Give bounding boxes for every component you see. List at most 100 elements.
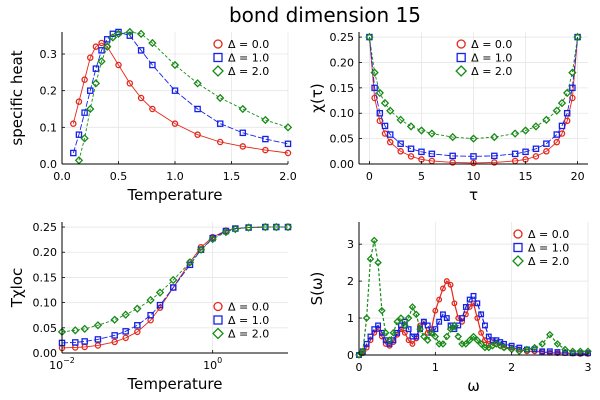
- legend-label: Δ = 0.0: [471, 38, 512, 51]
- y-axis-label: Tχloc: [8, 268, 26, 308]
- data-point: [417, 126, 426, 135]
- data-point: [553, 340, 562, 348]
- x-axis-label: τ: [469, 186, 478, 204]
- data-point: [284, 149, 292, 157]
- data-point: [136, 29, 146, 39]
- data-point: [492, 340, 501, 348]
- series-1: [70, 28, 292, 157]
- data-point: [439, 340, 447, 348]
- data-point: [554, 349, 561, 355]
- data-point: [447, 281, 454, 288]
- data-point: [386, 106, 395, 115]
- data-point: [539, 348, 546, 355]
- data-point: [542, 115, 551, 125]
- data-point: [137, 94, 145, 102]
- data-point: [380, 98, 390, 108]
- data-point: [103, 36, 111, 43]
- series-line: [358, 240, 588, 356]
- data-point: [531, 346, 538, 353]
- data-point: [80, 134, 89, 143]
- data-point: [155, 288, 165, 297]
- legend-label: Δ = 2.0: [528, 255, 569, 268]
- data-point: [121, 310, 130, 319]
- data-point: [91, 79, 101, 88]
- data-point: [546, 348, 553, 355]
- legend-label: Δ = 1.0: [528, 242, 569, 255]
- data-point: [134, 322, 141, 329]
- series-0: [70, 39, 292, 157]
- data-point: [170, 60, 180, 70]
- legend-label: Δ = 1.0: [471, 52, 512, 65]
- data-point: [455, 315, 462, 322]
- data-point: [171, 87, 179, 94]
- data-point: [70, 149, 77, 157]
- data-point: [134, 328, 141, 336]
- data-point: [238, 104, 247, 114]
- legend-marker: [212, 327, 224, 340]
- data-point: [262, 135, 269, 143]
- data-point: [432, 326, 439, 333]
- data-point: [171, 120, 179, 127]
- x-tick-label: 0: [356, 361, 363, 374]
- data-point: [470, 292, 477, 299]
- data-point: [474, 315, 481, 322]
- legend-marker: [213, 315, 223, 325]
- y-tick-label: 0: [347, 349, 354, 362]
- x-tick-label: 15: [519, 170, 533, 183]
- data-point: [469, 332, 478, 341]
- data-point: [111, 338, 118, 346]
- x-tick-label: 3: [585, 361, 592, 374]
- data-point: [474, 300, 481, 307]
- legend-marker: [213, 301, 223, 312]
- data-point: [568, 68, 577, 77]
- data-point: [522, 148, 529, 156]
- y-tick-label: 0.05: [33, 322, 58, 335]
- series-line: [72, 42, 289, 154]
- data-point: [193, 79, 202, 88]
- series-line: [78, 31, 289, 161]
- y-tick-label: 0.2: [40, 85, 58, 98]
- data-point: [451, 300, 458, 307]
- data-point: [92, 65, 100, 72]
- data-point: [386, 138, 394, 146]
- series-2: [355, 236, 592, 359]
- legend: Δ = 0.0Δ = 1.0Δ = 2.0: [212, 301, 269, 341]
- data-point: [553, 131, 561, 138]
- legend-marker: [512, 255, 524, 267]
- y-tick-label: 2: [347, 275, 354, 288]
- y-tick-label: 0.15: [330, 82, 355, 95]
- series-2: [57, 222, 293, 337]
- data-point: [470, 300, 477, 307]
- data-point: [420, 332, 428, 341]
- data-point: [94, 342, 102, 349]
- data-point: [284, 140, 292, 148]
- data-point: [149, 61, 156, 69]
- data-point: [108, 33, 118, 42]
- data-point: [443, 278, 450, 285]
- data-point: [396, 115, 405, 125]
- data-point: [126, 32, 134, 39]
- data-point: [394, 329, 401, 336]
- data-point: [553, 138, 561, 146]
- data-point: [466, 296, 473, 303]
- data-point: [122, 334, 129, 342]
- data-point: [98, 39, 105, 47]
- data-point: [450, 321, 459, 330]
- data-point: [111, 332, 118, 339]
- data-point: [86, 104, 95, 114]
- data-point: [378, 329, 385, 336]
- data-point: [401, 321, 409, 330]
- data-point: [114, 29, 123, 39]
- data-point: [448, 132, 457, 142]
- data-point: [103, 42, 112, 51]
- data-point: [208, 234, 217, 244]
- legend-label: Δ = 0.0: [528, 228, 569, 241]
- data-point: [538, 340, 546, 348]
- data-point: [386, 340, 393, 347]
- series-line: [61, 226, 288, 333]
- y-tick-label: 0.20: [33, 246, 58, 259]
- y-tick-label: 0.10: [33, 297, 58, 310]
- data-point: [412, 310, 421, 319]
- data-point: [156, 301, 164, 309]
- x-tick-label: 2.0: [279, 170, 297, 183]
